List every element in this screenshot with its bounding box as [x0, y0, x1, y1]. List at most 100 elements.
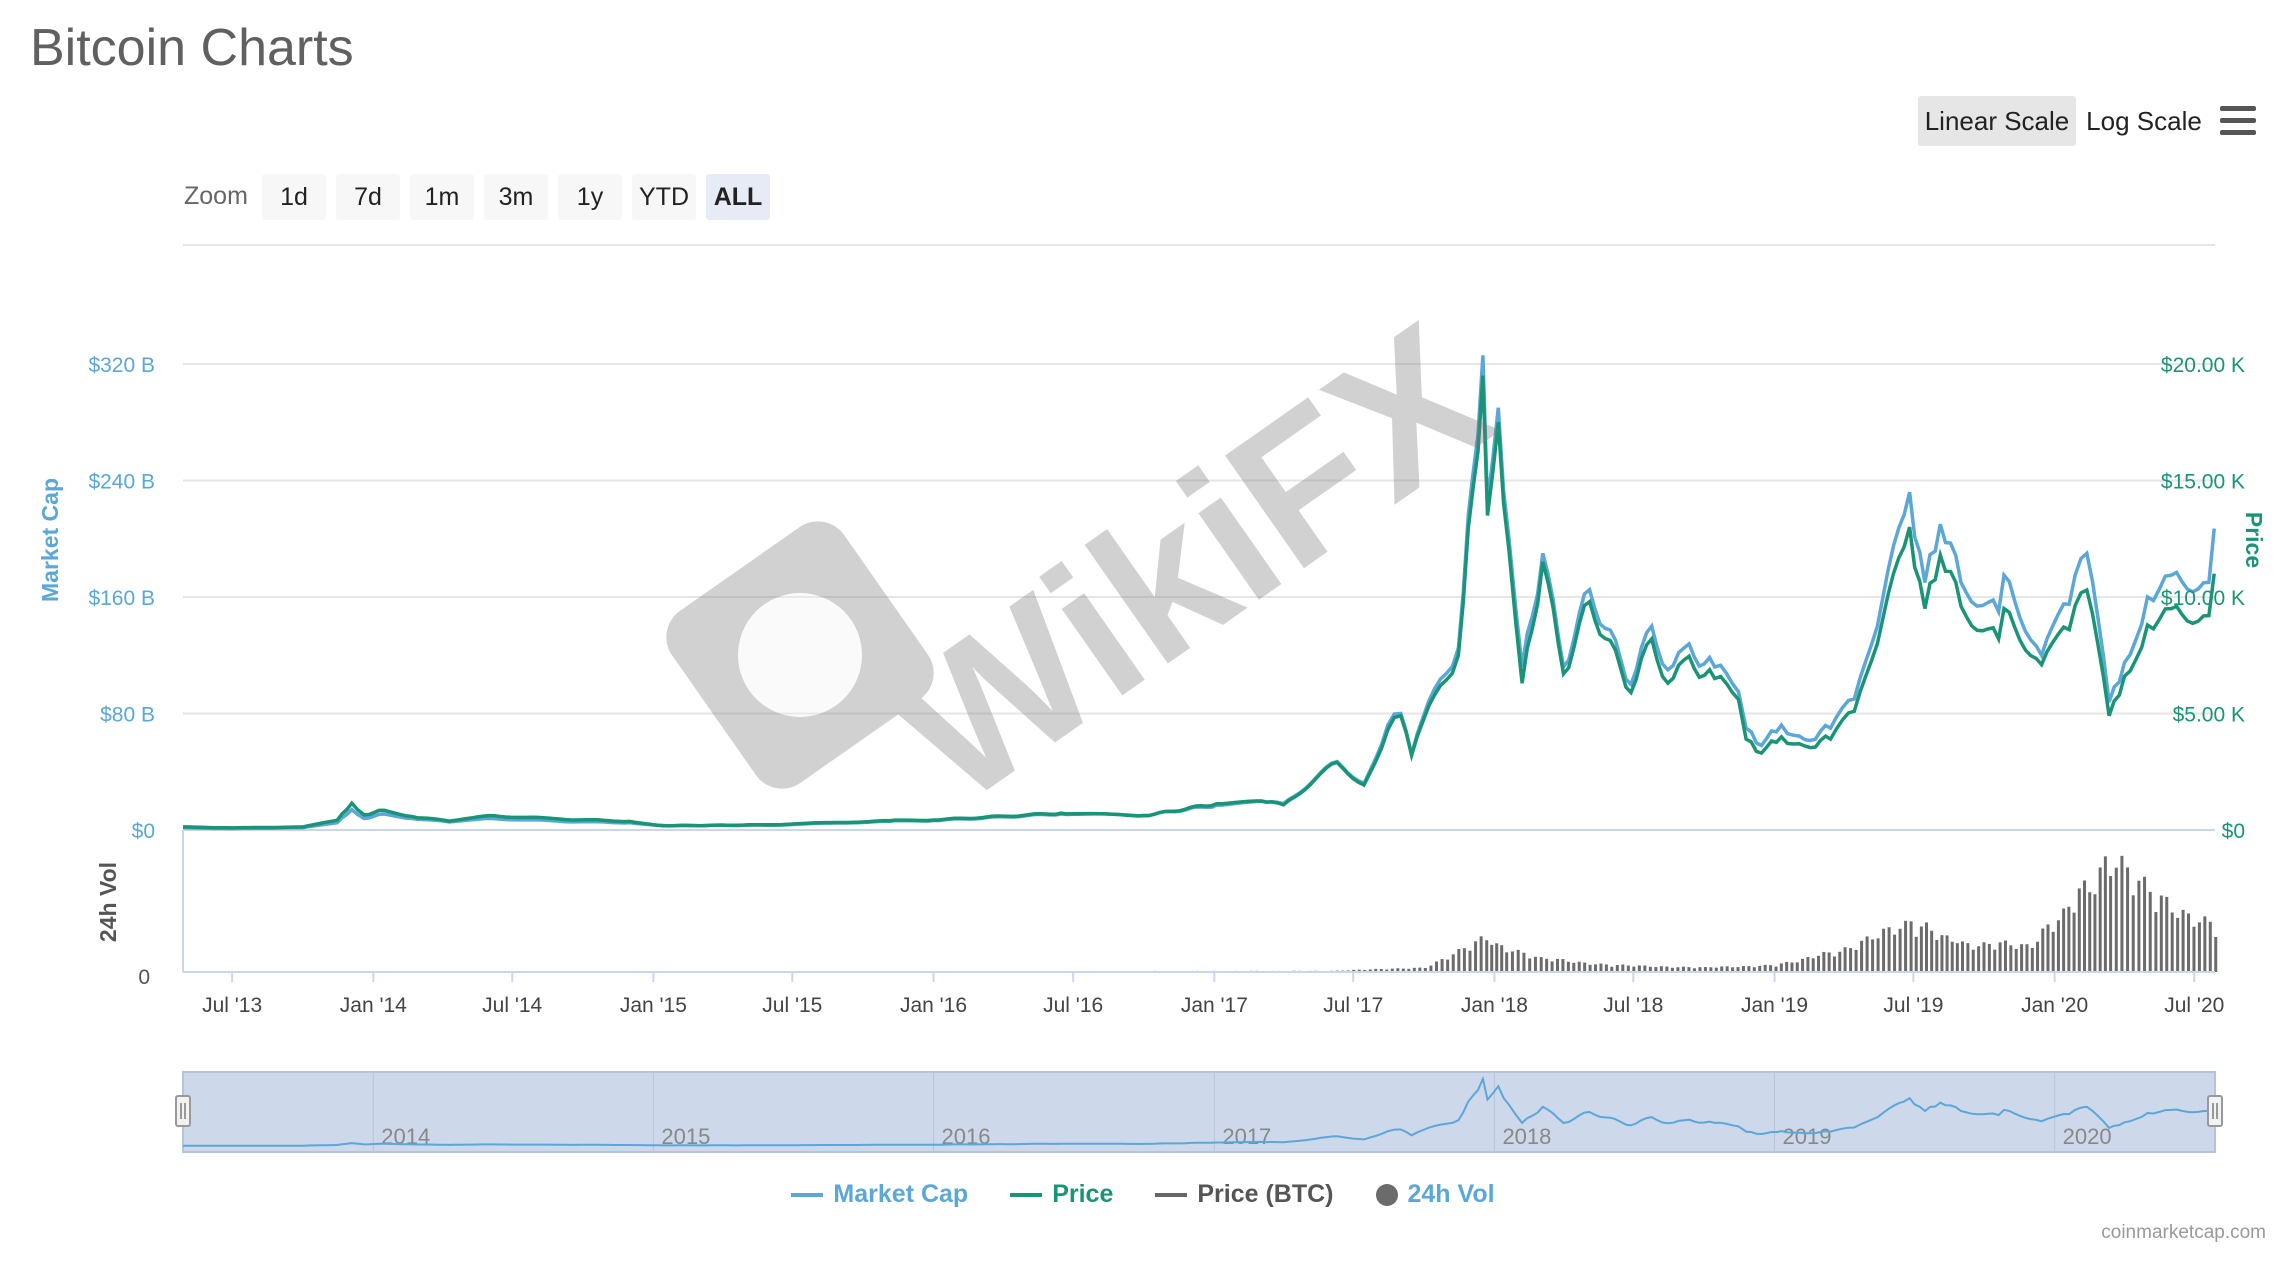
zoom-3m-button[interactable]: 3m	[484, 174, 548, 220]
navigator-window[interactable]	[182, 1071, 2216, 1153]
left-tick-label: $160 B	[88, 587, 155, 610]
volume-bar	[1909, 921, 1913, 972]
volume-bar	[1982, 942, 1986, 972]
volume-bar	[1505, 952, 1509, 972]
left-tick-label: $80 B	[100, 704, 155, 727]
navigator-label: 2018	[1502, 1124, 1551, 1149]
right-axis-title: Price	[2241, 512, 2267, 568]
x-tick-label: Jan '19	[1741, 994, 1808, 1017]
volume-bar	[2056, 920, 2060, 972]
zoom-all-button[interactable]: ALL	[706, 174, 770, 220]
volume-bar	[2020, 944, 2024, 972]
volume-bar	[1522, 952, 1526, 972]
volume-bar	[1822, 951, 1826, 972]
volume-bar	[1485, 940, 1489, 972]
volume-bar	[2041, 928, 2045, 972]
volume-bar	[1785, 961, 1789, 972]
volume-bar	[1876, 938, 1880, 972]
volume-bar	[2025, 944, 2029, 972]
volume-bar	[1435, 961, 1439, 972]
price-line	[183, 375, 2216, 830]
legend-price-label: Price	[1052, 1180, 1114, 1208]
log-scale-button[interactable]: Log Scale	[2086, 105, 2202, 136]
volume-bar	[2192, 926, 2196, 972]
navigator-right-handle[interactable]	[2207, 1095, 2223, 1127]
volume-bar	[1940, 935, 1944, 972]
zoom-1m-button[interactable]: 1m	[410, 174, 474, 220]
volume-bar	[1817, 955, 1821, 972]
volume-bar	[1615, 965, 1619, 972]
volume-bar	[2093, 894, 2097, 972]
volume-bar	[1516, 949, 1520, 972]
left-tick-label: $240 B	[88, 471, 155, 494]
x-tick-label: Jul '13	[202, 994, 262, 1017]
volume-bar	[1572, 962, 1576, 972]
wikifx-watermark: WikiFX	[666, 282, 1527, 846]
volume-bar	[2165, 896, 2169, 972]
volume-bar	[1490, 944, 1494, 972]
volume-bar	[1412, 967, 1416, 972]
volume-bar	[1621, 964, 1625, 972]
volume-bar	[1550, 961, 1554, 972]
volume-bar	[1357, 969, 1361, 972]
zoom-1d-button[interactable]: 1d	[262, 174, 326, 220]
volume-bar	[1510, 951, 1514, 972]
volume-bar	[1806, 957, 1810, 972]
zoom-7d-button[interactable]: 7d	[336, 174, 400, 220]
volume-bar	[1811, 958, 1815, 972]
volume-bar	[1736, 967, 1740, 972]
legend-24h-vol[interactable]: 24h Vol	[1375, 1180, 1495, 1209]
legend-price-line	[1010, 1192, 1043, 1197]
right-tick-label: $10.00 K	[2161, 587, 2245, 610]
left-axis-title: Market Cap	[37, 478, 63, 602]
volume-bar	[1474, 941, 1478, 972]
volume-bar	[1440, 959, 1444, 972]
volume-bar	[1860, 940, 1864, 972]
volume-bar	[1495, 943, 1499, 972]
volume-bar	[2083, 880, 2087, 972]
zoom-1y-button[interactable]: 1y	[558, 174, 622, 220]
legend-24h-vol-label: 24h Vol	[1407, 1180, 1495, 1208]
volume-bar	[1390, 968, 1394, 972]
legend-market-cap[interactable]: Market Cap	[791, 1180, 968, 1209]
linear-scale-button[interactable]: Linear Scale	[1918, 96, 2076, 146]
zoom-label: Zoom	[184, 182, 248, 210]
x-tick-label: Jan '17	[1181, 994, 1248, 1017]
volume-bar	[1457, 948, 1461, 972]
volume-bar	[2197, 922, 2201, 972]
x-tick-label: Jan '20	[2021, 994, 2088, 1017]
volume-bar	[1368, 969, 1372, 972]
zoom-ytd-button[interactable]: YTD	[632, 174, 696, 220]
credit-link[interactable]: coinmarketcap.com	[2101, 1222, 2266, 1243]
volume-bar	[2176, 917, 2180, 972]
volume-bar	[1779, 963, 1783, 972]
volume-bar	[1747, 966, 1751, 972]
volume-bar	[2114, 867, 2118, 972]
menu-icon[interactable]	[2220, 106, 2256, 138]
navigator-left-handle[interactable]	[175, 1095, 191, 1127]
volume-bar	[2046, 924, 2050, 972]
x-tick-label: Jul '17	[1323, 994, 1383, 1017]
volume-bar	[1919, 926, 1923, 972]
volume-bar	[1588, 964, 1592, 972]
left-tick-label: $320 B	[88, 354, 155, 377]
volume-bar	[1632, 966, 1636, 972]
volume-bar	[2181, 909, 2185, 972]
volume-bar	[1950, 941, 1954, 972]
volume-bar	[1961, 941, 1964, 972]
volume-bar	[1379, 968, 1383, 972]
volume-bar	[1352, 969, 1356, 972]
volume-bar	[1930, 930, 1934, 972]
volume-bar	[1955, 943, 1959, 972]
legend-price[interactable]: Price	[1010, 1180, 1113, 1209]
volume-bar	[1731, 967, 1735, 972]
volume-bar	[1790, 962, 1794, 972]
x-tick-label: Jan '16	[900, 994, 967, 1017]
legend-price-btc[interactable]: Price (BTC)	[1155, 1180, 1334, 1209]
volume-bar	[1703, 967, 1707, 972]
volume-bar	[1374, 968, 1378, 972]
volume-bar	[1945, 935, 1949, 972]
volume-bar	[1429, 965, 1433, 972]
svg-text:WikiFX: WikiFX	[854, 282, 1527, 846]
